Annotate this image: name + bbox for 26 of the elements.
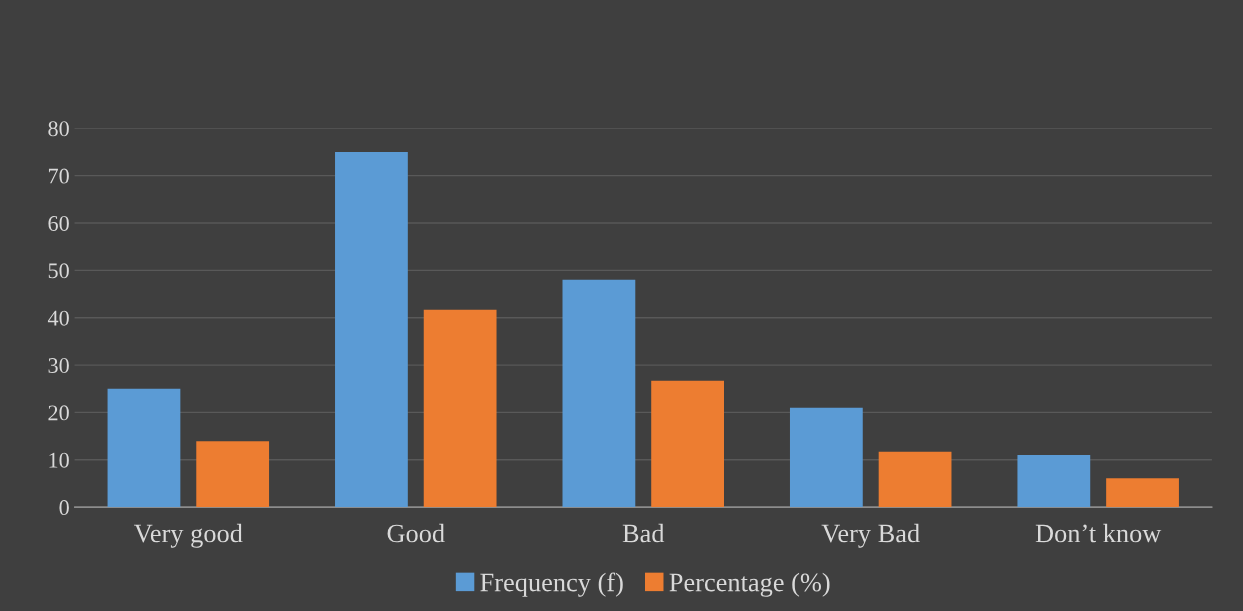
y-tick-label: 60 [48,215,69,231]
bar [107,388,181,508]
bar [562,279,636,508]
bar [335,151,408,508]
x-tick-label: Very good [134,523,243,548]
bar [651,380,724,508]
y-tick-label: 30 [48,358,69,373]
y-tick-label: 40 [47,310,69,326]
y-tick-label: 20 [48,405,69,421]
y-tick-label: 10 [49,452,69,468]
bar [1106,478,1179,508]
x-tick-label: Bad [622,523,665,543]
y-tick-label: 70 [48,168,69,184]
bar [196,441,270,508]
bar [1017,455,1091,508]
x-tick-label: Very Bad [821,523,920,548]
y-tick-label: 50 [48,263,69,279]
y-tick-label: 80 [48,121,69,137]
bar [423,309,497,508]
legend-label: Percentage (%) [669,572,830,597]
x-tick-label: Good [387,523,445,543]
bar [878,451,952,508]
y-tick-label: 0 [59,500,69,516]
legend-label: Frequency (f) [480,572,623,597]
x-tick-label: Don’t know [1035,523,1162,543]
bar [789,407,863,508]
